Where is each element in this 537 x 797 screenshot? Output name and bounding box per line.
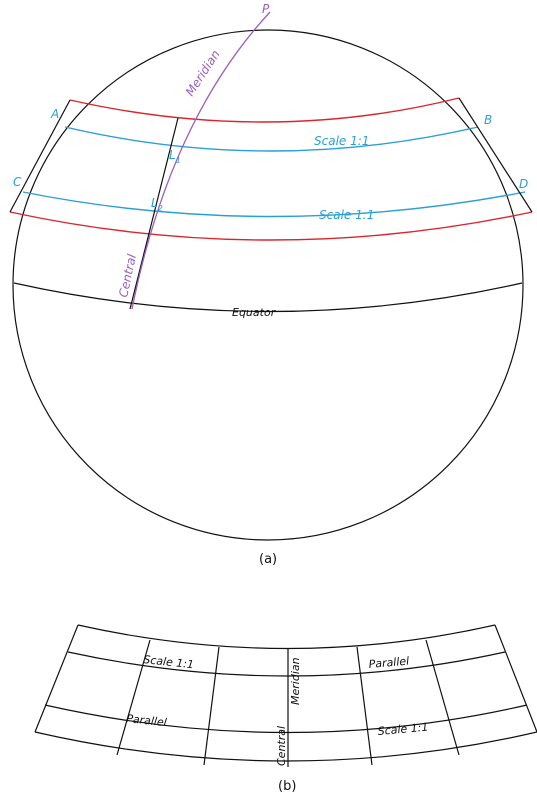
arc-bottom <box>34 731 537 762</box>
globe-outline <box>12 29 524 541</box>
label-c: C <box>13 175 22 189</box>
label-b-central: Central <box>275 726 288 766</box>
arc-scale-upper <box>67 651 506 677</box>
meridian-line-5 <box>356 646 373 766</box>
meridian-line-2 <box>116 639 151 756</box>
label-l2: L2 <box>151 196 163 213</box>
label-d: D <box>519 177 528 191</box>
label-a: A <box>50 107 59 121</box>
meridian-line-1 <box>34 624 79 733</box>
figure-b-labels: Scale 1:1 Parallel Parallel Scale 1:1 Ce… <box>126 653 429 794</box>
label-b-parallel-left: Parallel <box>126 712 168 729</box>
meridian-line-7 <box>494 624 537 733</box>
blue-parallel-lower <box>22 191 526 218</box>
cone-generator-central <box>129 117 179 310</box>
equator-line <box>13 282 523 313</box>
caption-b: (b) <box>278 779 296 794</box>
label-b-scale-right: Scale 1:1 <box>377 721 429 738</box>
label-equator: Equator <box>232 306 277 319</box>
meridian-line-3 <box>203 646 220 766</box>
label-scale-upper: Scale 1:1 <box>314 134 369 148</box>
label-scale-lower: Scale 1:1 <box>319 208 374 222</box>
cone-edge-right <box>458 97 533 213</box>
arc-top <box>77 624 496 650</box>
red-parallel-upper <box>69 97 460 123</box>
arc-scale-lower <box>44 704 528 734</box>
label-meridian: Meridian <box>183 47 223 98</box>
blue-parallel-upper <box>64 126 479 152</box>
label-b-meridian: Meridian <box>289 657 302 705</box>
cone-edge-left <box>9 99 71 213</box>
figure-a: P A B C D L1 L2 Meridian Central Scale 1… <box>9 2 533 567</box>
caption-a: (a) <box>259 552 277 567</box>
label-p: P <box>262 2 270 16</box>
meridian-line-6 <box>425 639 460 756</box>
red-parallel-lower <box>9 211 533 241</box>
label-b-scale-left: Scale 1:1 <box>143 653 195 671</box>
label-l1: L1 <box>169 148 181 165</box>
label-b-parallel-right: Parallel <box>368 655 410 671</box>
central-meridian-line <box>131 11 271 310</box>
figure-b <box>34 624 537 767</box>
label-b: B <box>484 113 492 127</box>
